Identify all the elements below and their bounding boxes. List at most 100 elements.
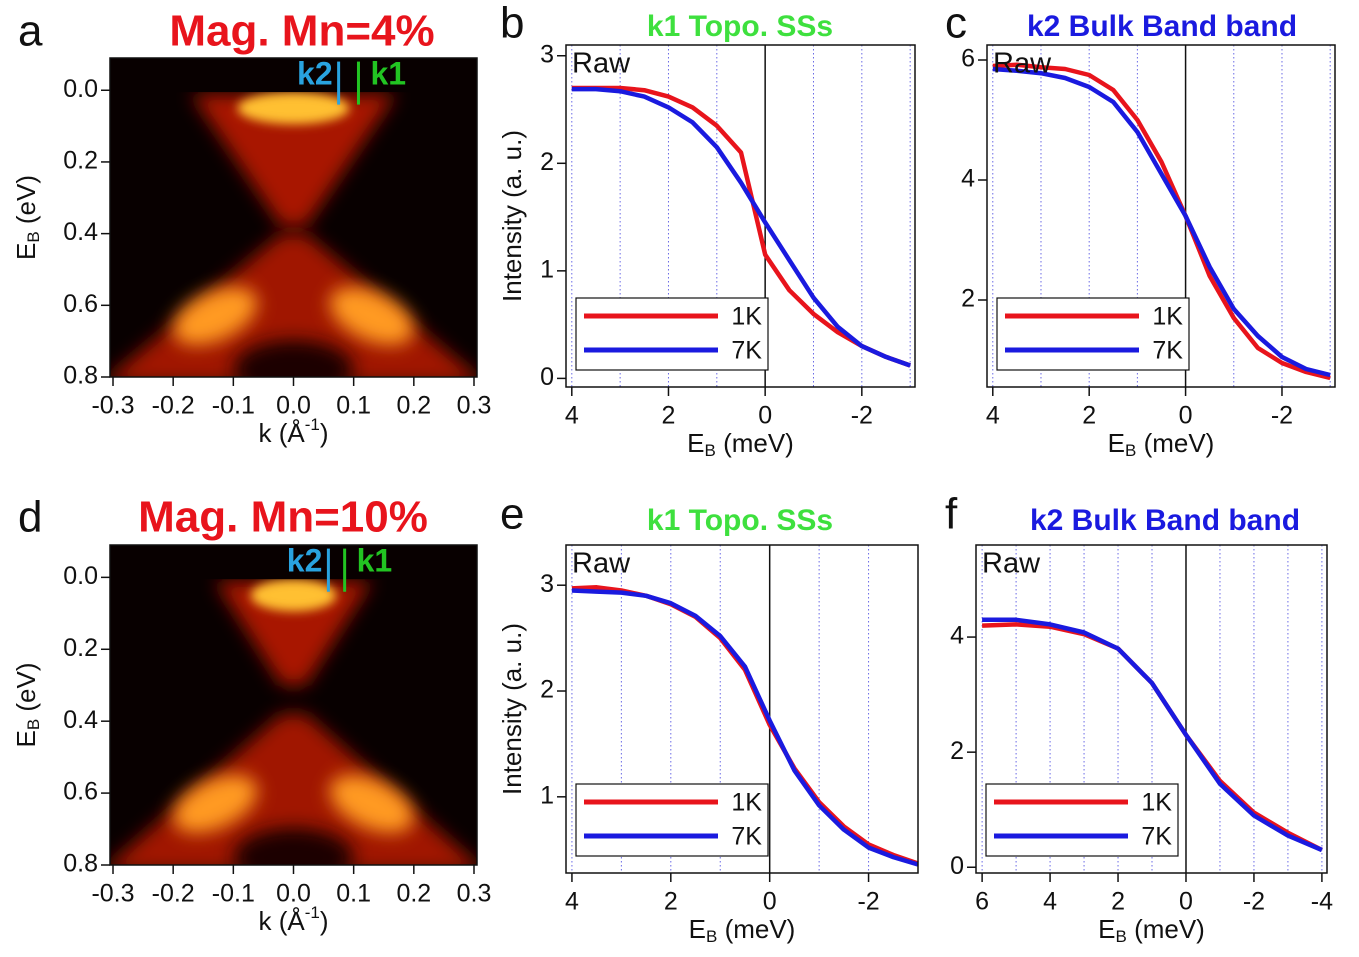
panel-title: k2 Bulk Band band bbox=[1030, 504, 1300, 537]
y-tick-label: 4 bbox=[961, 165, 975, 193]
x-tick-label: 2 bbox=[1082, 402, 1096, 430]
label-part: (eV) bbox=[11, 662, 41, 718]
x-axis-label: k (Å-1) bbox=[258, 903, 328, 935]
label-part: (meV) bbox=[1127, 914, 1205, 944]
lower-lobe bbox=[329, 774, 414, 833]
spectrum-image bbox=[110, 58, 477, 377]
above-edge bbox=[110, 58, 477, 93]
x-axis-label: EB (meV) bbox=[1108, 428, 1215, 461]
label-part: E bbox=[1098, 914, 1115, 944]
x-axis-label: EB (meV) bbox=[689, 914, 796, 947]
panel-title: k1 Topo. SSs bbox=[647, 10, 833, 43]
x-tick-label: 0 bbox=[763, 888, 777, 916]
x-axis-label: EB (meV) bbox=[1098, 914, 1205, 947]
y-axis-label: Intensity (a. u.) bbox=[497, 623, 527, 795]
y-tick-label: 0 bbox=[540, 363, 554, 391]
x-tick-label: 2 bbox=[662, 402, 676, 430]
upper-bright bbox=[250, 579, 337, 612]
x-tick-label: 4 bbox=[565, 888, 579, 916]
panel-letter: d bbox=[18, 493, 42, 542]
lower-gap bbox=[233, 827, 354, 865]
x-tick-label: 0 bbox=[1179, 402, 1193, 430]
label-part: (meV) bbox=[717, 914, 795, 944]
label-part: -1 bbox=[305, 903, 320, 922]
label-part: B bbox=[705, 441, 716, 460]
x-tick-label: -0.2 bbox=[152, 880, 195, 908]
y-tick-label: 0.0 bbox=[63, 562, 98, 590]
data-line bbox=[992, 62, 1331, 381]
y-tick-label: 3 bbox=[540, 40, 554, 68]
y-tick-label: 0.4 bbox=[63, 706, 98, 734]
x-tick-label: -0.1 bbox=[212, 392, 255, 420]
plot-frame bbox=[975, 544, 1328, 874]
label-part: ) bbox=[320, 418, 329, 448]
x-tick-label: 0 bbox=[758, 402, 772, 430]
lower-lobe bbox=[173, 774, 258, 833]
x-axis-label: EB (meV) bbox=[687, 428, 794, 461]
y-tick-label: 0 bbox=[950, 852, 964, 880]
x-tick-label: -4 bbox=[1311, 888, 1333, 916]
lower-lobe bbox=[173, 287, 258, 345]
label-part: B bbox=[24, 231, 43, 242]
label-part: E bbox=[11, 243, 41, 260]
label-part: k (Å bbox=[258, 418, 305, 448]
plot-frame bbox=[565, 544, 919, 874]
legend-label: 7K bbox=[731, 337, 762, 365]
legend-label: 1K bbox=[731, 789, 762, 817]
above-edge bbox=[110, 545, 477, 580]
x-tick-label: -2 bbox=[851, 402, 873, 430]
x-tick-label: 0 bbox=[1179, 888, 1193, 916]
legend-label: 1K bbox=[1152, 303, 1183, 331]
x-tick-label: -0.3 bbox=[91, 880, 134, 908]
label-part: -1 bbox=[305, 415, 320, 434]
y-tick-label: 4 bbox=[950, 622, 964, 650]
x-tick-label: 4 bbox=[565, 402, 579, 430]
label-part: E bbox=[11, 730, 41, 747]
plot-frame bbox=[986, 44, 1336, 388]
y-axis-label: Intensity (a. u.) bbox=[497, 130, 527, 302]
x-tick-label: 0.1 bbox=[336, 392, 371, 420]
label-part: B bbox=[24, 719, 43, 730]
legend-box bbox=[575, 297, 769, 371]
y-tick-label: 6 bbox=[961, 45, 975, 73]
x-tick-label: -0.2 bbox=[152, 392, 195, 420]
x-tick-label: 0.0 bbox=[276, 880, 311, 908]
x-tick-label: 0.1 bbox=[336, 880, 371, 908]
panel-title: k2 Bulk Band band bbox=[1027, 10, 1297, 43]
panel-letter: b bbox=[500, 0, 524, 48]
marker-label: k1 bbox=[370, 55, 406, 91]
label-part: (meV) bbox=[1136, 428, 1214, 458]
annotation: Raw bbox=[572, 548, 631, 580]
label-part: ) bbox=[320, 906, 329, 936]
legend-label: 7K bbox=[1141, 823, 1172, 851]
annotation: Raw bbox=[993, 48, 1052, 80]
upper-bright bbox=[237, 92, 350, 125]
marker-label: k1 bbox=[357, 542, 393, 578]
panel-letter: a bbox=[18, 7, 43, 56]
legend-box bbox=[575, 783, 769, 857]
panel-letter: f bbox=[945, 490, 958, 539]
y-tick-label: 1 bbox=[540, 781, 554, 809]
marker-label: k2 bbox=[297, 55, 333, 91]
x-tick-label: 0.0 bbox=[276, 392, 311, 420]
x-tick-label: 4 bbox=[986, 402, 1000, 430]
y-tick-label: 0.8 bbox=[63, 362, 98, 390]
label-part: E bbox=[689, 914, 706, 944]
y-tick-label: 0.6 bbox=[63, 290, 98, 318]
x-axis-label: k (Å-1) bbox=[258, 415, 328, 447]
y-tick-label: 1 bbox=[540, 255, 554, 283]
y-tick-label: 0.4 bbox=[63, 218, 98, 246]
x-tick-label: 4 bbox=[1043, 888, 1057, 916]
label-part: (meV) bbox=[716, 428, 794, 458]
marker-label: k2 bbox=[287, 542, 323, 578]
y-tick-label: 2 bbox=[540, 148, 554, 176]
x-tick-label: 2 bbox=[664, 888, 678, 916]
x-tick-label: -2 bbox=[1271, 402, 1293, 430]
data-line bbox=[571, 86, 911, 368]
label-part: B bbox=[706, 927, 717, 946]
upper-cone bbox=[191, 93, 396, 227]
y-tick-label: 2 bbox=[950, 737, 964, 765]
data-line bbox=[982, 617, 1323, 853]
x-tick-label: 0.2 bbox=[396, 880, 431, 908]
